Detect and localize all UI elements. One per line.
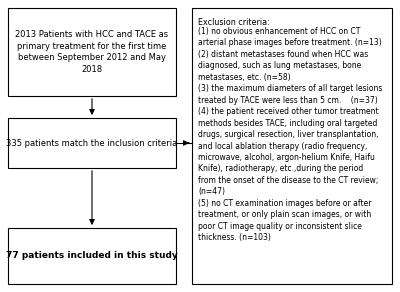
Bar [8, 118, 176, 168]
Text: (1) no obvious enhancement of HCC on CT
arterial phase images before treatment. : (1) no obvious enhancement of HCC on CT … [198, 27, 382, 242]
Bar [8, 228, 176, 284]
Text: 77 patients included in this study: 77 patients included in this study [6, 251, 178, 260]
Bar [192, 8, 392, 284]
Text: Exclusion criteria:: Exclusion criteria: [198, 18, 270, 27]
Text: 335 patients match the inclusion criteria: 335 patients match the inclusion criteri… [6, 138, 178, 147]
Bar [8, 8, 176, 96]
Text: 2013 Patients with HCC and TACE as
primary treatment for the first time
between : 2013 Patients with HCC and TACE as prima… [16, 30, 168, 74]
